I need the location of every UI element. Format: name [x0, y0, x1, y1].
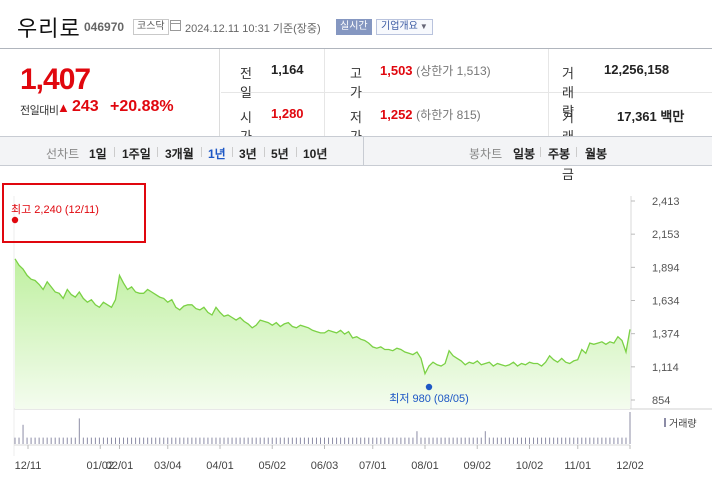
stock-header: 우리로 046970 코스닥 2024.12.11 10:31 기준(장중) 실… [0, 0, 712, 48]
x-tick-label: 02/01 [106, 460, 134, 472]
lower-limit: (하한가 815) [416, 108, 481, 122]
high-label: 최고 2,240 (12/11) [11, 203, 99, 216]
stock-code: 046970 [84, 20, 125, 34]
y-tick-label: 1,634 [652, 296, 680, 308]
period-1d[interactable]: 1일 [89, 147, 107, 161]
stat-value: 1,164 [271, 62, 304, 77]
price-chart: 2,413 2,153 1,894 1,634 1,374 1,114 854 최고 2,24… [0, 166, 712, 481]
x-tick-label: 03/04 [154, 460, 182, 472]
company-name: 우리로 [17, 16, 81, 41]
period-3m[interactable]: 3개월 [165, 147, 194, 161]
y-tick-label: 2,153 [652, 229, 680, 241]
stat-value: 12,256,158 [604, 62, 670, 77]
x-tick-label: 04/01 [206, 460, 234, 472]
divider [540, 147, 541, 157]
market-badge: 코스닥 [133, 19, 169, 35]
price-panel: 1,407 전일대비 ▲ 243 +20.88% 전일 1,164 고가 1,5… [0, 48, 712, 182]
current-price-box: 1,407 전일대비 ▲ 243 +20.88% [0, 49, 220, 137]
price-chart-svg: 2,413 2,153 1,894 1,634 1,374 1,114 854 최고 2,24… [11, 196, 712, 472]
candle-monthly[interactable]: 월봉 [585, 147, 608, 161]
chevron-down-icon: ▼ [419, 22, 428, 31]
stats-row: 전일 1,164 고가 1,503 (상한가 1,513) 거래량 12,256… [221, 49, 712, 119]
y-tick-label: 1,894 [652, 262, 680, 274]
candle-weekly[interactable]: 주봉 [548, 147, 571, 161]
x-tick-label: 11/01 [564, 460, 591, 472]
upper-limit: (상한가 1,513) [416, 64, 491, 78]
company-overview-label: 기업개요 [381, 21, 418, 32]
amount-value: 17,361 [617, 109, 657, 124]
timestamp: 2024.12.11 10:31 기준(장중) [185, 23, 321, 35]
stat-value: 1,503 (상한가 1,513) [380, 62, 491, 79]
x-tick-label: 10/02 [516, 460, 544, 472]
period-10y[interactable]: 10년 [303, 147, 328, 161]
y-tick-label: 1,114 [652, 362, 679, 374]
x-tick-label: 05/02 [258, 460, 286, 472]
candle-daily[interactable]: 일봉 [513, 147, 536, 161]
divider [264, 147, 265, 157]
y-tick-label: 854 [652, 395, 670, 407]
high-marker [11, 216, 19, 224]
price-area [15, 258, 630, 409]
period-3y[interactable]: 3년 [239, 147, 257, 161]
up-arrow-icon: ▲ [57, 100, 70, 115]
divider [232, 147, 233, 157]
divider [324, 49, 325, 137]
current-price: 1,407 [20, 63, 91, 96]
stat-value: 1,252 (하한가 815) [380, 106, 481, 123]
volume-legend-icon [664, 418, 666, 427]
divider [201, 147, 202, 157]
period-1y[interactable]: 1년 [208, 147, 226, 161]
volume-label: 거래량 [669, 418, 697, 430]
x-tick-label: 12/02 [616, 460, 644, 472]
x-tick-label: 07/01 [359, 460, 387, 472]
divider [576, 147, 577, 157]
divider [114, 147, 115, 157]
compare-label: 전일대비 [20, 105, 59, 117]
stat-label: 고가 [350, 66, 362, 100]
x-tick-label: 08/01 [411, 460, 439, 472]
low-marker [425, 383, 433, 391]
x-tick-label: 12/11 [15, 460, 42, 472]
realtime-button[interactable]: 실시간 [336, 19, 372, 35]
stat-label: 거래량 [562, 66, 574, 119]
divider [548, 49, 549, 137]
divider [296, 147, 297, 157]
highlight-box [2, 183, 146, 243]
candle-chart-label: 봉차트 [469, 147, 503, 161]
calendar-icon [170, 20, 181, 31]
low-value: 1,252 [380, 107, 413, 122]
company-overview-dropdown[interactable]: 기업개요 ▼ [376, 19, 433, 35]
price-change-rate: +20.88% [110, 98, 174, 115]
low-label: 최저 980 (08/05) [389, 392, 469, 405]
x-tick-label: 06/03 [311, 460, 339, 472]
high-value: 1,503 [380, 63, 413, 78]
y-tick-label: 2,413 [652, 196, 680, 208]
divider [363, 137, 364, 165]
x-tick-label: 09/02 [463, 460, 491, 472]
stat-value: 1,280 [271, 106, 304, 121]
y-tick-label: 1,374 [652, 329, 680, 341]
period-1w[interactable]: 1주일 [122, 147, 151, 161]
price-change: 243 [72, 98, 99, 115]
line-chart-label: 선차트 [46, 147, 80, 161]
amount-unit: 백만 [660, 109, 685, 124]
price-line [14, 258, 631, 376]
period-5y[interactable]: 5년 [271, 147, 289, 161]
period-toolbar: 선차트 1일 1주일 3개월 1년 3년 5년 10년 봉차트 일봉 주봉 월봉 [0, 136, 712, 166]
stat-label: 전일 [240, 66, 252, 100]
x-tick-label: 01/02 [86, 460, 114, 472]
stats-row: 시가 1,280 저가 1,252 (하한가 815) 거래대금 17,361 … [221, 93, 712, 182]
stat-value: 17,361 백만 [617, 106, 684, 125]
divider [157, 147, 158, 157]
